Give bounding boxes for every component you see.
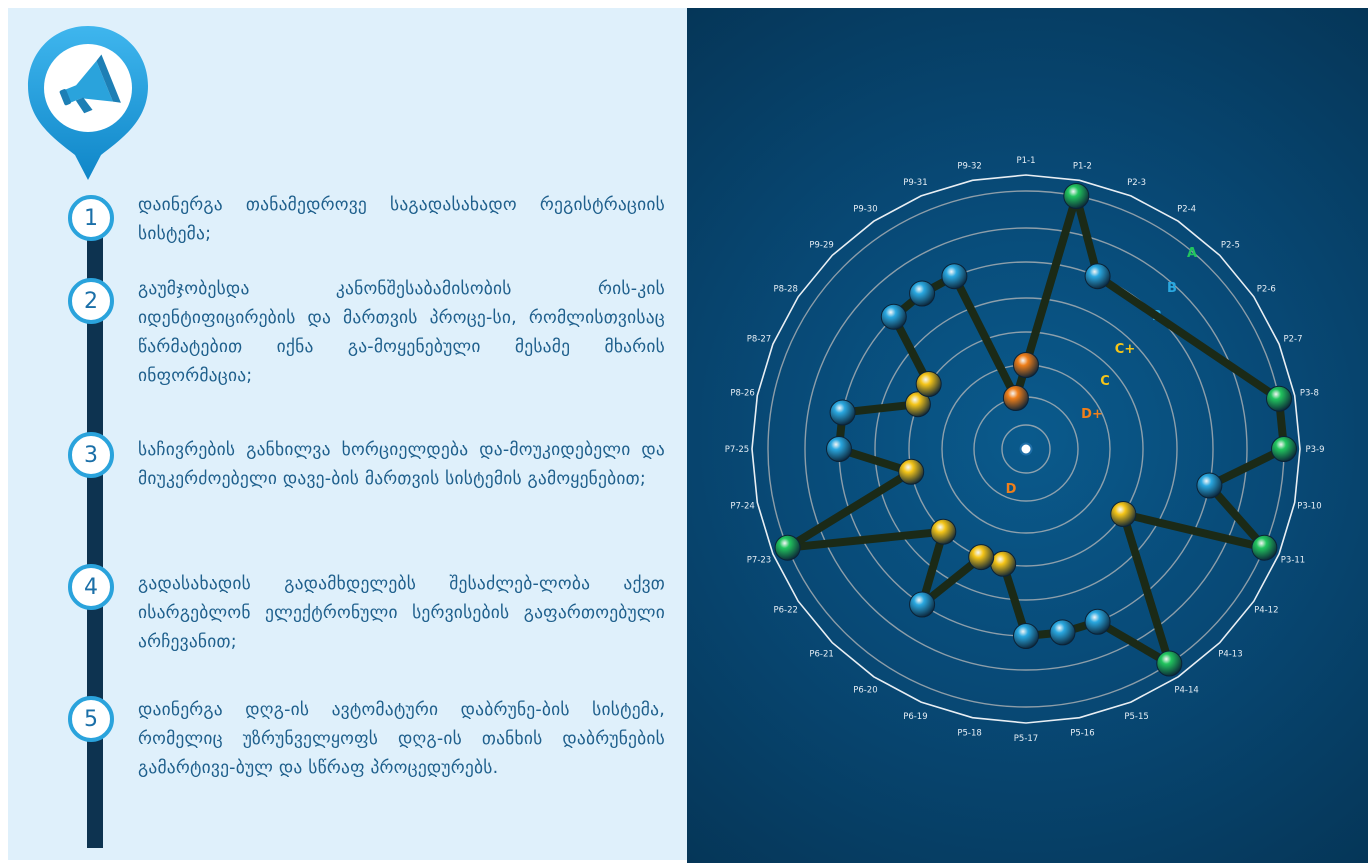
score-point [909,280,936,307]
category-label: P6-21 [809,649,833,659]
score-point [898,458,925,485]
center-marker [1019,442,1033,456]
step-text-2: გაუმჯობესდა კანონშესაბამისობის რის-კის ი… [138,279,665,386]
score-link [1093,617,1174,668]
step-number-2: 2 [68,278,114,324]
category-label: P7-23 [747,556,771,566]
scale-label: C [1100,374,1110,389]
category-label: P2-4 [1177,205,1196,215]
score-point [1251,534,1278,561]
category-label: P7-25 [725,445,749,455]
score-link [783,527,948,552]
score-link [1093,272,1283,403]
score-point [968,544,995,571]
category-label: P2-6 [1257,284,1276,294]
category-labels: P1-1 P1-2 P2-3 P2-4 P2-5 P2-6 P2-7 P3-8 P3-9 P3-1… [725,156,1325,744]
step-text-1: დაინერგა თანამედროვე საგადასახადო რეგისტ… [138,195,665,244]
megaphone-icon [28,26,148,180]
category-label: P2-3 [1127,178,1146,188]
score-point [1013,623,1039,649]
score-point [880,303,907,330]
step-number-5: 5 [68,696,114,742]
category-label: P8-26 [730,389,754,399]
score-point [1013,352,1039,378]
score-point [1196,472,1223,499]
score-point [930,518,957,545]
score-link [1205,481,1269,552]
score-point [1084,263,1111,290]
score-link [1022,192,1081,369]
category-label: P2-7 [1283,334,1302,344]
score-link [1119,510,1269,552]
category-label: P1-1 [1016,156,1035,166]
score-point [1063,183,1090,209]
step-number-3: 3 [68,432,114,478]
score-point [1266,385,1292,412]
category-label: P6-22 [773,606,797,616]
score-point [774,534,801,561]
category-label: P4-14 [1174,685,1198,695]
step-number-1: 1 [68,195,114,241]
category-label: P5-17 [1014,734,1038,744]
category-label: P5-16 [1070,728,1094,738]
category-label: P9-32 [957,162,981,172]
score-point [1049,619,1076,646]
category-label: P9-31 [903,178,927,188]
scale-ring [1001,424,1051,474]
chart-panel: DD+CC+BBA P1-1P1-2P2-3P2-4P2-5P2-6P2-7P3… [687,8,1368,863]
category-label: P8-28 [773,284,797,294]
step-text-5: დაინერგა დღგ-ის ავტომატური დაბრუნე-ბის ს… [138,700,665,778]
score-point [990,550,1017,577]
score-points [774,183,1297,677]
category-label: P2-5 [1221,241,1240,251]
score-link [1205,445,1288,490]
score-link [950,272,1020,402]
category-label: P3-8 [1300,389,1319,399]
score-point [1110,501,1137,527]
category-label: P5-15 [1124,712,1148,722]
score-point [1084,608,1111,635]
scale-label: B [1167,281,1177,296]
score-link [1072,192,1102,281]
outer-ring [751,174,1301,724]
category-label: P4-13 [1218,649,1242,659]
scale-label: D+ [1081,407,1103,422]
step-text-4: გადასახადის გადამხდელებს შესაძლებ-ლობა ა… [138,574,665,652]
score-point [915,371,942,397]
category-label: P7-24 [730,501,754,511]
scale-ring [804,227,1248,671]
scale-label: A [1187,246,1197,261]
score-point [1156,650,1183,677]
scale-label: C+ [1115,342,1135,357]
score-point [941,263,968,290]
category-label: P8-27 [747,334,771,344]
category-label: P3-11 [1281,556,1305,566]
category-label: P6-19 [903,712,927,722]
scale-label: D [1006,482,1017,497]
category-label: P5-18 [957,728,981,738]
score-point [904,391,931,418]
score-link [1119,510,1174,668]
score-point [826,436,852,462]
category-label: P3-10 [1297,501,1321,511]
score-links [783,192,1288,668]
radar-chart: DD+CC+BBA P1-1P1-2P2-3P2-4P2-5P2-6P2-7P3… [725,156,1325,744]
score-point [1002,385,1029,411]
category-label: P1-2 [1073,162,1092,172]
score-point [909,591,936,618]
timeline-bar [87,198,103,848]
score-point [1271,436,1297,462]
category-label: P9-29 [809,241,833,251]
step-number-4: 4 [68,564,114,610]
score-link [783,467,916,552]
scale-ring [908,331,1144,567]
category-label: P9-30 [853,205,877,215]
left-panel: 1 დაინერგა თანამედროვე საგადასახადო რეგი… [8,8,687,860]
category-label: P3-9 [1305,445,1324,455]
score-point [829,399,856,426]
step-text-3: საჩივრების განხილვა ხორციელდება და-მოუკი… [138,440,665,489]
category-label: P4-12 [1254,606,1278,616]
scale-ring [874,297,1178,601]
category-label: P6-20 [853,685,877,695]
